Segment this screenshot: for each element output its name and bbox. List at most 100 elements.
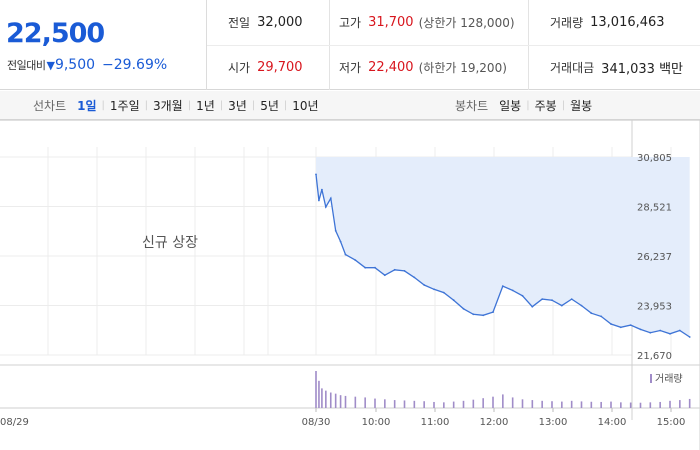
trade-value: 거래대금 341,033 백만	[550, 45, 683, 90]
trade-value-amount: 341,033 백만	[601, 62, 683, 77]
volume-bar	[600, 401, 602, 408]
tab-line-1[interactable]: 1주일	[109, 99, 140, 113]
volume-bar	[521, 399, 524, 408]
price-point	[521, 294, 524, 297]
volume-bar	[403, 400, 406, 408]
volume-bar	[423, 401, 425, 408]
price-points	[315, 173, 691, 338]
price-point	[511, 289, 514, 292]
tab-line-6[interactable]: 10년	[292, 99, 319, 113]
volume-bar	[551, 401, 553, 408]
down-arrow-icon: ▼	[46, 59, 55, 72]
tab-divider: |	[187, 100, 192, 111]
volume-bar	[393, 400, 396, 408]
tab-candle-0[interactable]: 일봉	[499, 99, 522, 113]
tab-divider: |	[561, 100, 566, 111]
current-price-box: 22,500 전일대비▼9,500 −29.69%	[0, 0, 207, 90]
y-tick-label: 21,670	[637, 351, 672, 362]
chart-period-tabs: 선차트 1일 | 1주일 | 3개월 | 1년 | 3년 | 5년 | 10년 봉차트 일봉 | 주봉 | 월봉	[0, 91, 700, 120]
volume-value: 13,016,463	[590, 15, 665, 30]
price-point	[339, 240, 342, 243]
volume-legend-label: 거래량	[655, 373, 683, 385]
volume-bar	[443, 402, 445, 408]
tab-line-0[interactable]: 1일	[77, 99, 97, 113]
volume-bar	[315, 371, 317, 408]
row-divider	[207, 45, 700, 46]
tab-line-5[interactable]: 5년	[260, 99, 279, 113]
low-price: 저가 22,400 (하한가 19,200)	[339, 60, 507, 75]
y-tick-label: 26,237	[637, 252, 672, 263]
volume-bar	[364, 397, 366, 408]
price-point	[452, 299, 455, 302]
price-point	[580, 304, 583, 307]
volume-bar	[462, 400, 465, 408]
price-point	[600, 315, 603, 318]
y-axis: 30,805 28,521 26,237 23,953 21,670	[637, 153, 672, 362]
x-tick-label: 08/30	[302, 417, 331, 428]
prev-close-value: 32,000	[257, 15, 303, 30]
y-tick-label: 28,521	[637, 203, 672, 214]
tab-divider: |	[283, 100, 288, 111]
x-tick-label: 13:00	[539, 417, 568, 428]
volume-bar	[492, 396, 494, 408]
volume-bar	[325, 390, 327, 408]
volume-bar	[329, 392, 332, 408]
tab-candle-1[interactable]: 주봉	[534, 99, 557, 113]
price-chart: 30,805 28,521 26,237 23,953 21,670 신규 상장 08/…	[0, 120, 700, 450]
volume-bar	[669, 400, 671, 408]
tab-divider: |	[101, 100, 105, 111]
change-amount: 9,500	[54, 57, 96, 73]
price-point	[531, 305, 534, 308]
price-point	[321, 188, 323, 191]
volume-bar	[384, 399, 386, 408]
volume-legend: 거래량	[650, 373, 683, 385]
high-price-value: 31,700	[368, 15, 414, 30]
volume-bar	[318, 380, 320, 408]
price-point	[659, 329, 662, 332]
tab-line-4[interactable]: 3년	[228, 99, 247, 113]
tab-divider: |	[526, 100, 530, 111]
volume-bar	[433, 401, 435, 408]
volume-bar	[452, 401, 455, 408]
x-tick-label: 15:00	[657, 417, 686, 428]
volume-bar	[472, 399, 475, 408]
volume-bar	[580, 401, 583, 408]
price-point	[393, 268, 396, 271]
tab-divider: |	[251, 100, 256, 111]
volume-bar	[511, 397, 514, 408]
lower-limit: (하한가 19,200)	[418, 61, 507, 75]
candle-chart-lead: 봉차트	[455, 99, 489, 113]
price-point	[492, 311, 494, 313]
volume-bar	[413, 400, 416, 408]
volume-bar	[561, 401, 563, 408]
price-point	[482, 314, 485, 317]
volume-bar	[688, 398, 691, 408]
x-tick-label: 12:00	[480, 417, 509, 428]
volume-bar	[629, 402, 632, 408]
price-point	[329, 197, 332, 200]
y-tick-label: 23,953	[637, 302, 672, 313]
price-point	[383, 274, 386, 277]
price-point	[413, 276, 416, 279]
tab-candle-2[interactable]: 월봉	[570, 99, 593, 113]
price-point	[619, 326, 622, 329]
volume-bar	[610, 401, 612, 408]
low-price-value: 22,400	[368, 60, 414, 75]
tab-line-3[interactable]: 1년	[196, 99, 215, 113]
x-tick-label: 11:00	[421, 417, 450, 428]
change-label: 전일대비	[7, 59, 46, 72]
volume-bar	[339, 395, 342, 408]
tab-divider: |	[219, 100, 224, 111]
volume-bar	[649, 402, 652, 408]
volume-bar	[639, 402, 642, 408]
y-tick-label: 30,805	[637, 153, 672, 164]
price-point	[324, 206, 327, 208]
tab-line-2[interactable]: 3개월	[152, 99, 183, 113]
volume-bar	[679, 400, 681, 408]
open-price: 시가 29,700	[228, 60, 303, 75]
price-point	[364, 266, 367, 269]
price-point	[560, 304, 563, 307]
current-price: 22,500	[6, 18, 105, 49]
volume-chart	[315, 371, 691, 408]
price-point	[501, 285, 504, 287]
